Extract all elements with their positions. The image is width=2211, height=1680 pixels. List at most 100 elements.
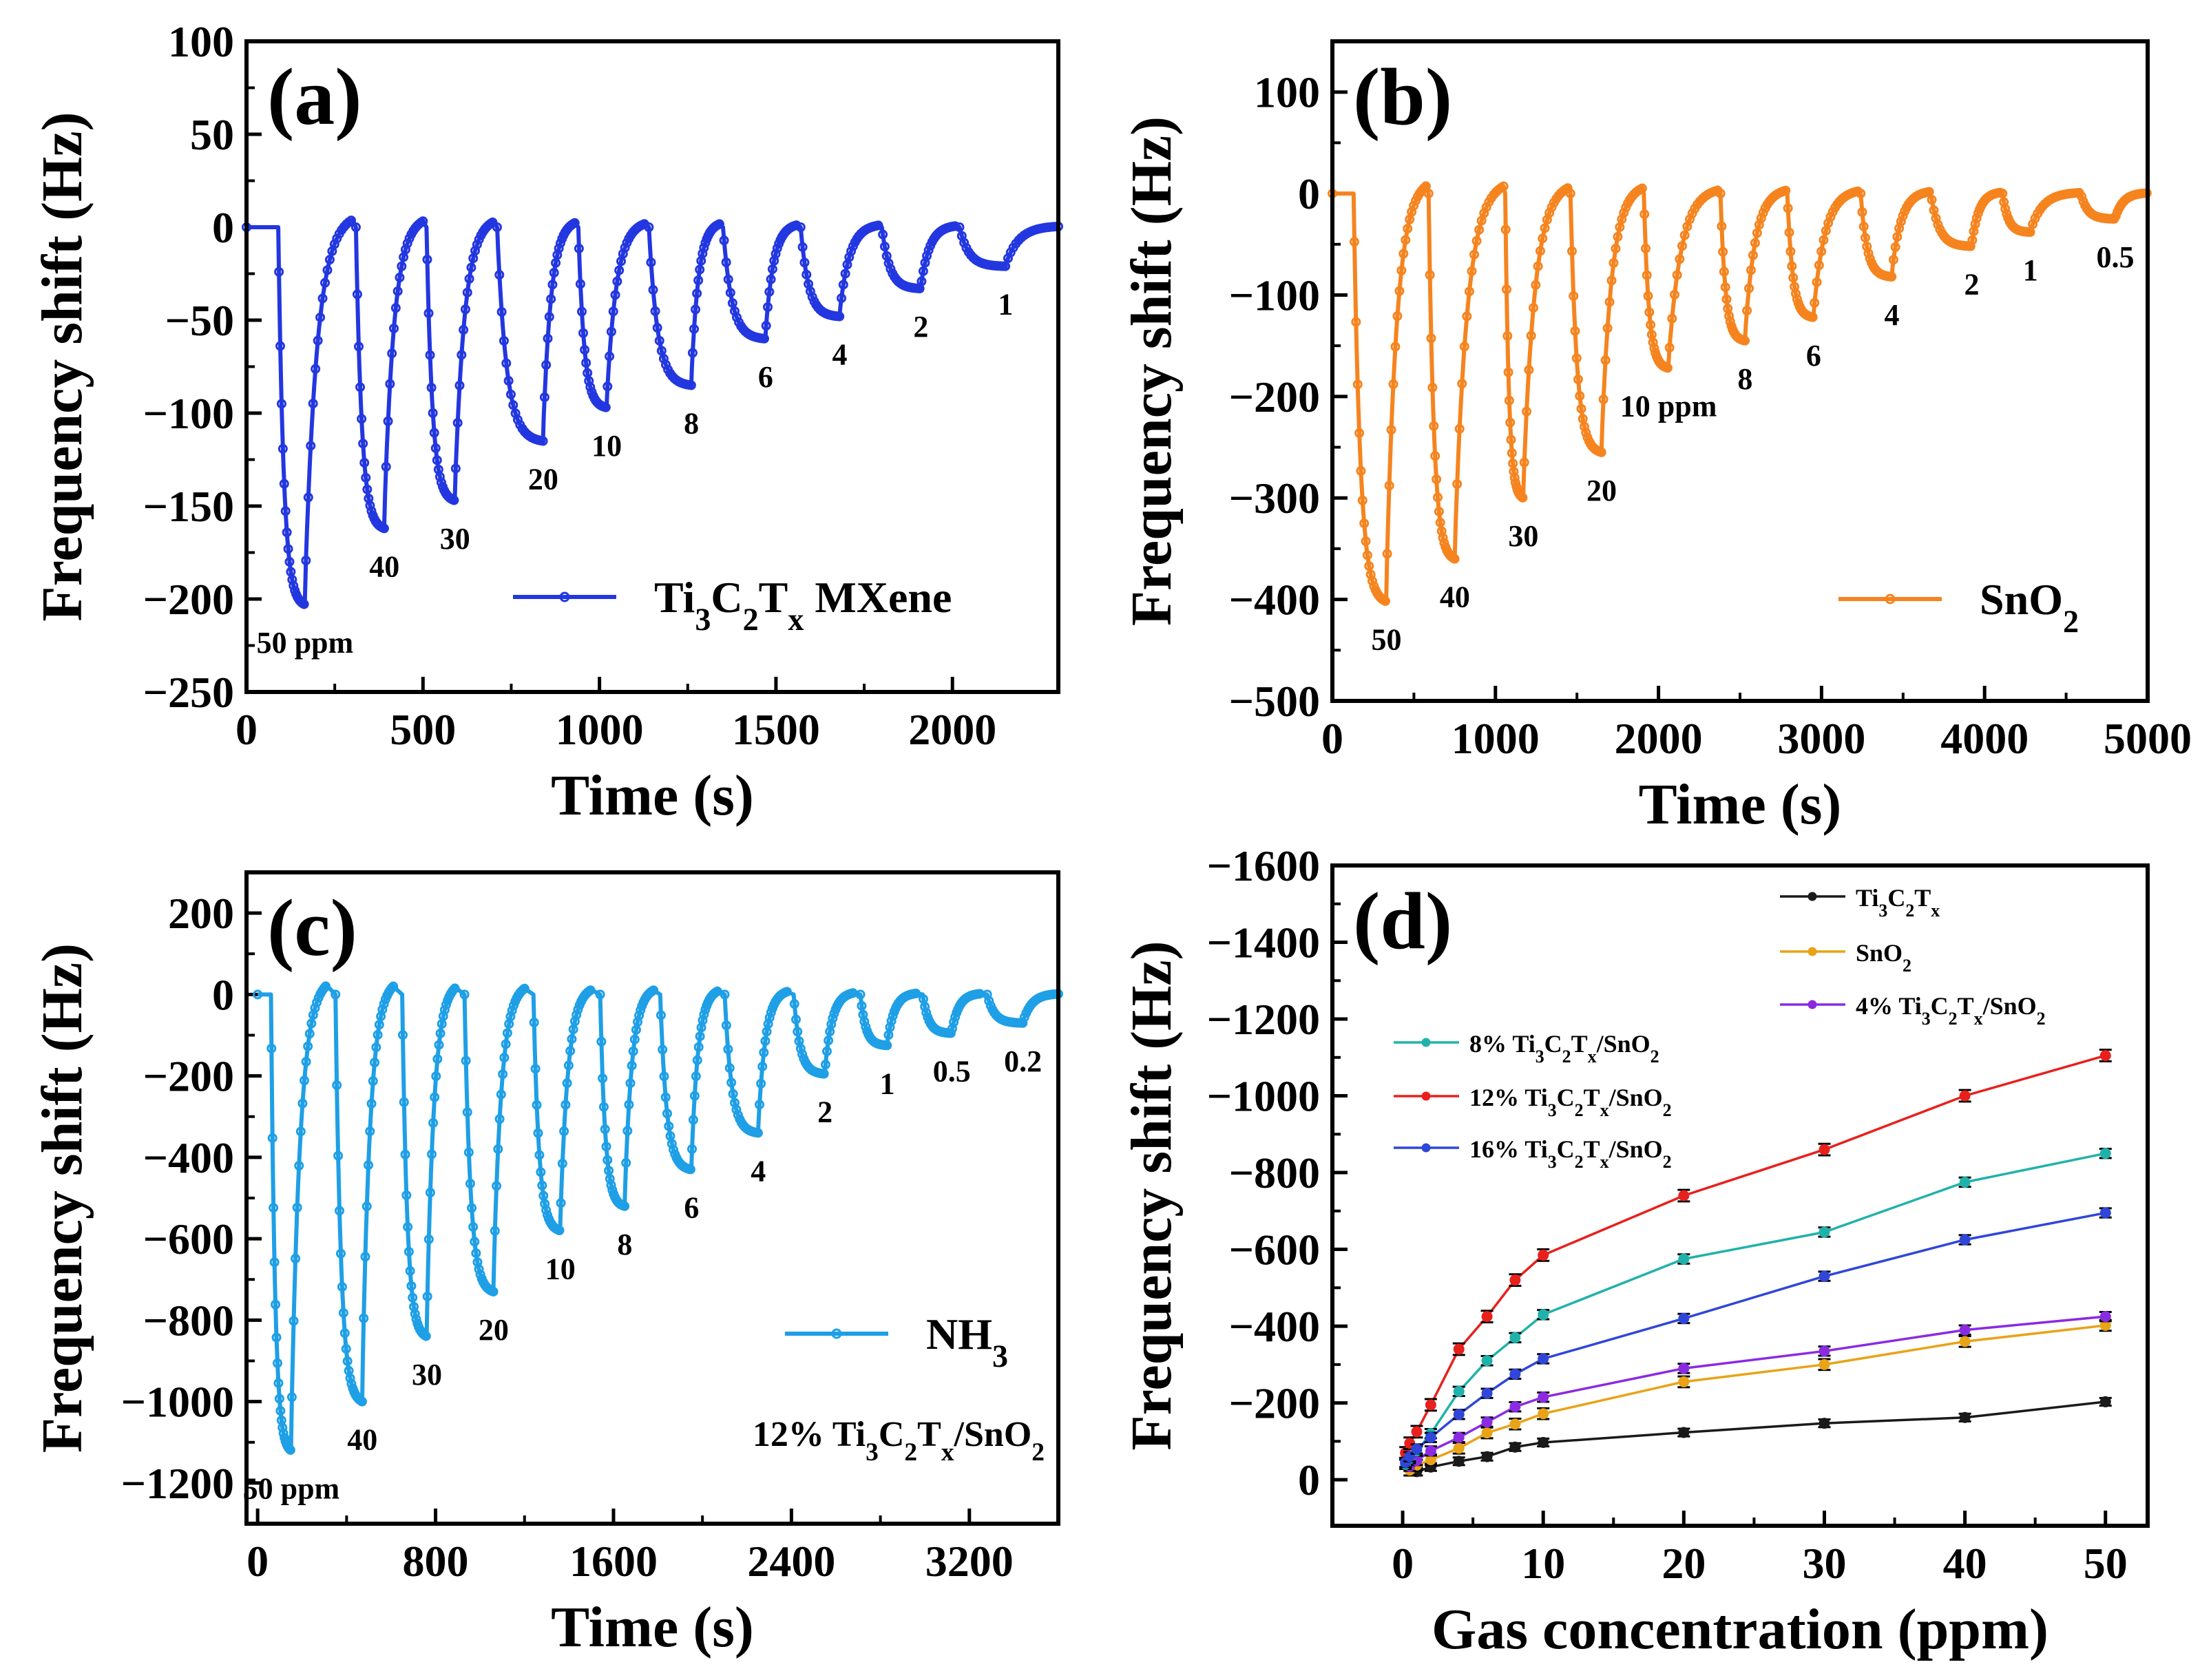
curve-point (888, 1011, 898, 1021)
x-axis-label: Time (s) (1639, 773, 1842, 837)
curve-point (390, 303, 401, 313)
curve-point (1434, 506, 1444, 516)
curve-point (610, 290, 620, 300)
curve-point (538, 436, 548, 446)
curve-point (1474, 224, 1485, 235)
curve-point (1384, 481, 1394, 491)
curve-point (1535, 246, 1545, 256)
curve-point (389, 324, 399, 334)
subscript: 2 (743, 602, 759, 637)
curve-point (724, 1063, 735, 1073)
curve-point (501, 358, 512, 368)
curve-point (317, 293, 328, 304)
curve-point (346, 216, 357, 226)
data-point (1678, 1427, 1690, 1438)
concentration-label: 40 (347, 1423, 377, 1457)
y-tick-label: −1200 (121, 1459, 234, 1508)
curve-point (664, 1121, 674, 1131)
curve-point (720, 989, 730, 1000)
curve-point (692, 1055, 702, 1065)
curve-point (598, 1102, 609, 1112)
curve-point (1639, 209, 1650, 220)
x-tick-label: 1500 (732, 705, 820, 754)
y-tick-label: −400 (1229, 1302, 1320, 1351)
curve-point (1784, 227, 1794, 238)
curve-point (857, 1000, 867, 1011)
curve-point (692, 288, 702, 299)
curve-point (1429, 421, 1439, 431)
curve-point (1785, 246, 1796, 257)
concentration-label: 1 (880, 1067, 895, 1100)
curve-point (492, 1181, 502, 1191)
data-point (1481, 1311, 1493, 1323)
curve-point (540, 1199, 550, 1209)
x-tick-label: 2400 (747, 1537, 835, 1586)
curve-point (634, 1010, 645, 1020)
curve-point (1643, 291, 1653, 301)
y-tick-label: −200 (143, 1052, 234, 1101)
legend-marker (1807, 947, 1817, 956)
plot-frame (244, 39, 1060, 694)
curve-point (1518, 492, 1528, 503)
data-point (1819, 1418, 1830, 1429)
data-point (1678, 1312, 1690, 1324)
curve-point (426, 383, 437, 393)
curve-point (315, 312, 326, 322)
data-point (1819, 1226, 1830, 1238)
curve-point (352, 289, 362, 300)
curve-point (805, 286, 815, 297)
subscript: 2 (1903, 956, 1911, 976)
concentration-label: 4 (832, 338, 847, 372)
curve-point (984, 996, 994, 1006)
text-part: C (1931, 992, 1949, 1020)
curve-point (595, 989, 605, 1000)
concentration-label: 4 (751, 1154, 766, 1188)
subscript: 3 (1536, 1047, 1544, 1067)
data-point (1509, 1401, 1521, 1413)
curve-point (1756, 213, 1766, 223)
curve-point (1018, 1018, 1028, 1028)
curve-point (1664, 342, 1675, 353)
curve-point (1500, 224, 1511, 235)
curve-point (505, 1011, 516, 1022)
curve-point (1462, 311, 1472, 322)
curve-point (332, 1080, 342, 1091)
text-part: C (1557, 1084, 1575, 1111)
curve-point (725, 288, 735, 298)
data-point (1538, 1408, 1549, 1420)
curve-point (395, 273, 405, 283)
curve-point (732, 312, 742, 322)
curve-point (1967, 235, 1978, 245)
text-part: C (879, 1415, 905, 1454)
curve-point (308, 399, 318, 409)
curve-point (1970, 219, 1980, 229)
curve-point (368, 1076, 378, 1086)
curve-point (793, 1027, 803, 1037)
curve-point (945, 1028, 956, 1038)
curve-point (460, 304, 470, 315)
curve-point (600, 1124, 610, 1135)
curve-point (1509, 466, 1519, 476)
curve-point (799, 258, 810, 268)
subscript: 3 (695, 602, 711, 637)
curve-point (1368, 576, 1378, 586)
series-line (1416, 1400, 2106, 1473)
curve-point (596, 1036, 607, 1047)
curve-point (350, 222, 361, 232)
curve-point (1528, 303, 1538, 313)
curve-point (546, 294, 556, 304)
curve-point (601, 1142, 611, 1152)
concentration-label: 20 (479, 1313, 509, 1347)
curve-point (652, 323, 662, 333)
curve-point (886, 1016, 897, 1026)
curve-point (1825, 211, 1836, 222)
curve-point (1679, 230, 1690, 240)
curve-point (271, 1299, 281, 1310)
curve-point (649, 985, 659, 996)
text-part: Ti (1856, 884, 1878, 912)
curve-point (685, 1164, 695, 1175)
curve-point (547, 280, 558, 290)
curve-point (559, 1126, 569, 1136)
curve-point (1720, 282, 1730, 293)
curve-point (388, 981, 399, 991)
